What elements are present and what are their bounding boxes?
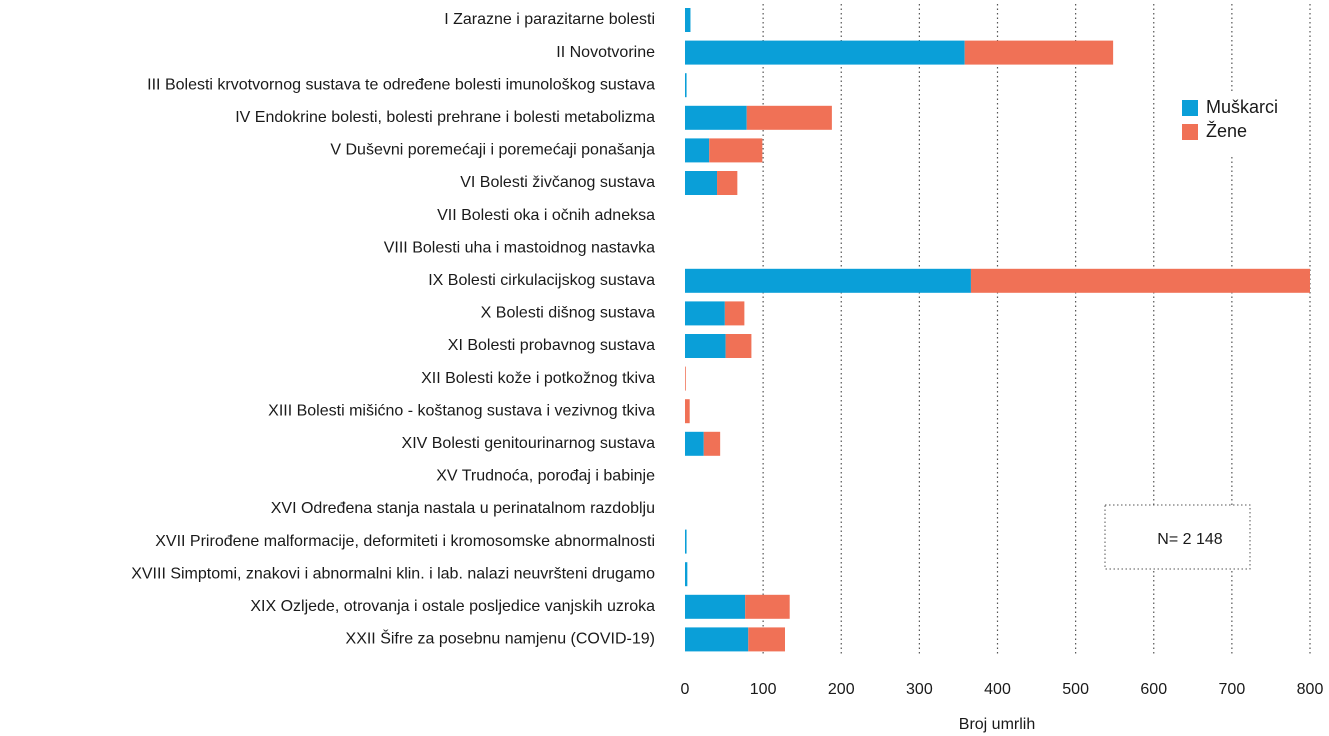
bar (685, 627, 749, 652)
y-tick-label: XV Trudnoća, porođaj i babinje (436, 468, 655, 485)
y-tick-label: V Duševni poremećaji i poremećaji ponaša… (330, 142, 655, 159)
y-tick-label: XIII Bolesti mišićno - koštanog sustava … (268, 402, 655, 419)
bar (745, 594, 790, 619)
bar (709, 138, 763, 163)
x-tick-label: 0 (681, 681, 690, 698)
legend-label: Muškarci (1206, 97, 1278, 117)
bar (685, 334, 726, 358)
bar (748, 627, 785, 652)
x-tick-label: 800 (1297, 681, 1324, 698)
x-tick-label: 600 (1140, 681, 1167, 698)
bar (685, 171, 718, 195)
x-tick-label: 500 (1062, 681, 1089, 698)
y-tick-label: IV Endokrine bolesti, bolesti prehrane i… (235, 109, 655, 126)
y-tick-label: XIX Ozljede, otrovanja i ostale posljedi… (250, 598, 655, 615)
legend-label: Žene (1206, 121, 1247, 141)
bar (964, 40, 1114, 65)
y-tick-label: XI Bolesti probavnog sustava (448, 337, 655, 354)
y-tick-label: XXII Šifre za posebnu namjenu (COVID-19) (346, 629, 655, 648)
bar (685, 594, 746, 619)
y-tick-label: XVII Prirođene malformacije, deformiteti… (155, 533, 655, 550)
bar (970, 268, 1310, 293)
bar (685, 105, 747, 130)
bar (717, 171, 738, 195)
y-tick-label: VIII Bolesti uha i mastoidnog nastavka (384, 239, 655, 256)
legend-swatch (1182, 100, 1198, 116)
y-tick-label: I Zarazne i parazitarne bolesti (444, 11, 655, 28)
bar (724, 301, 745, 326)
legend-swatch (1182, 124, 1198, 140)
x-tick-label: 300 (906, 681, 933, 698)
x-axis-label: Broj umrlih (959, 716, 1035, 733)
y-tick-label: XIV Bolesti genitourinarnog sustava (402, 435, 656, 452)
y-tick-label: IX Bolesti cirkulacijskog sustava (428, 272, 655, 289)
annotation: N= 2 148 (1157, 531, 1222, 548)
y-tick-label: XII Bolesti kože i potkožnog tkiva (421, 370, 655, 387)
bar (685, 301, 725, 326)
bar (685, 138, 710, 163)
bar (685, 268, 971, 293)
bar (685, 73, 687, 98)
bar (685, 399, 690, 424)
y-tick-label: II Novotvorine (556, 44, 655, 61)
bar (685, 529, 687, 554)
y-tick-label: X Bolesti dišnog sustava (481, 305, 655, 322)
bar (685, 562, 688, 587)
bar (685, 40, 965, 65)
bar (725, 334, 752, 358)
y-tick-label: VII Bolesti oka i očnih adneksa (437, 207, 655, 224)
x-tick-label: 200 (828, 681, 855, 698)
bar (703, 431, 721, 456)
y-tick-label: VI Bolesti živčanog sustava (460, 174, 655, 191)
x-tick-label: 400 (984, 681, 1011, 698)
x-tick-label: 700 (1219, 681, 1246, 698)
y-tick-label: XVIII Simptomi, znakovi i abnormalni kli… (131, 565, 655, 582)
bar (685, 8, 691, 32)
y-tick-label: III Bolesti krvotvornog sustava te određ… (147, 76, 655, 93)
bar (746, 105, 832, 130)
annotation-box (1104, 504, 1251, 570)
bar (685, 431, 704, 456)
y-tick-label: XVI Određena stanja nastala u perinataln… (271, 500, 655, 517)
x-tick-label: 100 (750, 681, 777, 698)
bar (685, 366, 686, 391)
